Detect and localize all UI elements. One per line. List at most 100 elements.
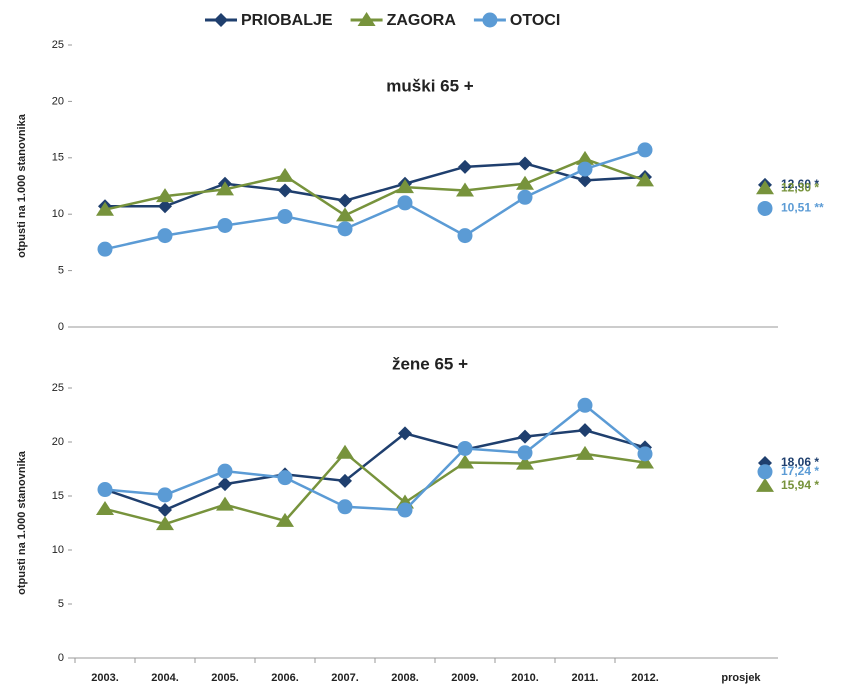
- marker: [578, 423, 592, 438]
- marker: [457, 228, 473, 244]
- marker: [518, 156, 532, 171]
- marker: [336, 444, 354, 459]
- y-tick-label: 15: [52, 152, 64, 164]
- marker: [158, 503, 172, 518]
- marker: [636, 454, 654, 469]
- marker: [217, 463, 233, 479]
- x-tick-label: 2011.: [572, 672, 599, 684]
- marker: [518, 429, 532, 444]
- y-tick-label: 0: [58, 321, 64, 333]
- marker: [577, 161, 593, 177]
- series-line: [104, 403, 646, 512]
- marker: [578, 173, 592, 188]
- marker: [756, 477, 774, 492]
- x-tick-label: 2012.: [631, 672, 659, 684]
- x-tick-label: 2004.: [151, 672, 179, 684]
- x-tick-label: 2006.: [271, 672, 299, 684]
- marker: [338, 193, 352, 208]
- series-line: [104, 148, 646, 251]
- y-tick-label: 15: [52, 490, 64, 502]
- marker: [217, 217, 233, 233]
- average-label: 18,06 *: [781, 455, 819, 469]
- marker: [97, 241, 113, 257]
- marker: [398, 426, 412, 441]
- marker: [158, 199, 172, 214]
- marker: [397, 502, 413, 518]
- marker: [482, 12, 498, 28]
- marker: [756, 180, 774, 195]
- marker: [757, 200, 773, 216]
- marker: [516, 455, 534, 470]
- marker: [457, 440, 473, 456]
- marker: [97, 482, 113, 498]
- marker: [576, 150, 594, 165]
- marker: [336, 207, 354, 222]
- marker: [456, 454, 474, 469]
- average-label: 10,51 **: [781, 201, 824, 215]
- marker: [157, 228, 173, 244]
- average-label: 15,94 *: [781, 478, 819, 492]
- marker: [216, 181, 234, 196]
- marker: [636, 172, 654, 187]
- x-tick-label: 2007.: [331, 672, 359, 684]
- marker: [517, 445, 533, 461]
- y-tick-label: 10: [52, 544, 64, 556]
- marker: [96, 500, 114, 515]
- marker: [277, 208, 293, 224]
- marker: [337, 221, 353, 237]
- y-axis-label: otpusti na 1.000 stanovnika: [16, 450, 28, 595]
- marker: [458, 159, 472, 174]
- y-tick-label: 10: [52, 208, 64, 220]
- marker: [96, 201, 114, 216]
- marker: [577, 397, 593, 413]
- y-tick-label: 20: [52, 95, 64, 107]
- marker: [156, 188, 174, 203]
- marker: [218, 477, 232, 492]
- marker: [277, 470, 293, 486]
- series-line: [104, 157, 646, 217]
- series-line: [104, 451, 646, 526]
- x-tick-label: 2003.: [91, 672, 119, 684]
- marker: [757, 464, 773, 480]
- marker: [576, 445, 594, 460]
- marker: [276, 167, 294, 182]
- marker: [214, 13, 228, 27]
- x-tick-label: 2009.: [451, 672, 479, 684]
- legend-label: OTOCI: [510, 12, 560, 29]
- y-tick-label: 5: [58, 598, 64, 610]
- x-tick-label: 2008.: [391, 672, 419, 684]
- x-tick-label: prosjek: [721, 672, 761, 684]
- marker: [156, 516, 174, 531]
- marker: [337, 499, 353, 515]
- average-label: 17,24 *: [781, 464, 819, 478]
- marker: [637, 446, 653, 462]
- marker: [338, 473, 352, 488]
- series-line: [104, 428, 646, 512]
- average-label: 12,60 *: [781, 177, 819, 191]
- marker: [637, 142, 653, 158]
- marker: [517, 189, 533, 205]
- y-tick-label: 20: [52, 436, 64, 448]
- marker: [157, 487, 173, 503]
- y-axis-label: otpusti na 1.000 stanovnika: [16, 113, 28, 258]
- marker: [276, 512, 294, 527]
- x-tick-label: 2010.: [511, 672, 539, 684]
- marker: [357, 12, 376, 26]
- marker: [278, 183, 292, 198]
- marker: [516, 175, 534, 190]
- legend-label: PRIOBALJE: [241, 12, 333, 29]
- marker: [456, 182, 474, 197]
- y-tick-label: 0: [58, 652, 64, 664]
- y-tick-label: 5: [58, 265, 64, 277]
- y-tick-label: 25: [52, 39, 64, 51]
- marker: [216, 496, 234, 511]
- average-label: 12,30 *: [781, 180, 819, 194]
- marker: [397, 195, 413, 211]
- panel-title: žene 65 +: [392, 354, 468, 373]
- panel-title: muški 65 +: [386, 76, 473, 95]
- legend-label: ZAGORA: [387, 12, 457, 29]
- marker: [396, 179, 414, 194]
- y-tick-label: 25: [52, 382, 64, 394]
- x-tick-label: 2005.: [211, 672, 239, 684]
